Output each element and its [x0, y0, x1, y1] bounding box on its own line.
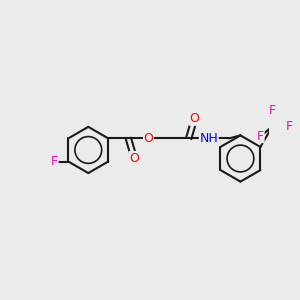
- Text: F: F: [268, 104, 276, 117]
- Text: O: O: [129, 152, 139, 164]
- Text: F: F: [257, 130, 264, 142]
- Text: F: F: [286, 120, 293, 134]
- Text: NH: NH: [200, 132, 218, 145]
- Text: O: O: [144, 132, 153, 145]
- Text: F: F: [51, 155, 58, 168]
- Text: O: O: [190, 112, 200, 125]
